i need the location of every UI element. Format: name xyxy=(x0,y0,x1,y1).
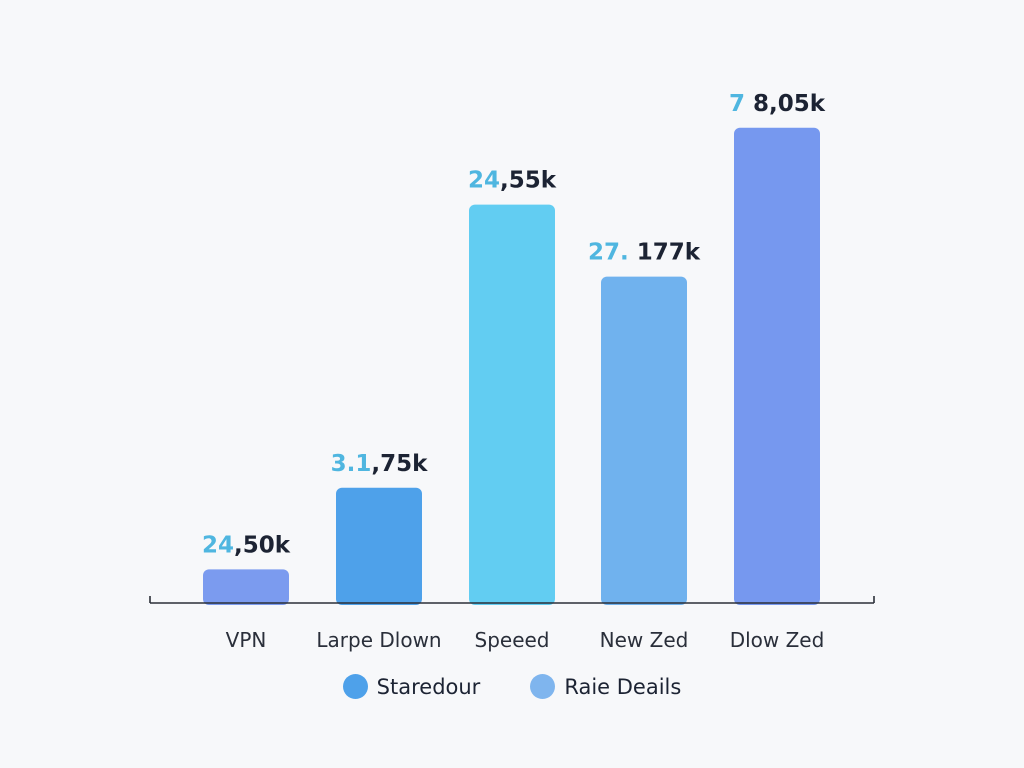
value-label-2: 24,55k xyxy=(468,168,557,194)
value-label-3: 27. 177k xyxy=(588,240,701,266)
bar-0[interactable] xyxy=(203,569,289,605)
value-label-prefix-4: 7 xyxy=(729,91,745,117)
x-tick-labels-layer: VPN Larpe Dlown Speeed New Zed Dlow Zed xyxy=(226,628,825,652)
bar-2[interactable] xyxy=(469,204,555,605)
value-label-prefix-1: 3.1 xyxy=(331,451,372,477)
x-tick-label-0: VPN xyxy=(226,628,267,652)
value-label-prefix-2: 24 xyxy=(468,168,500,194)
x-axis xyxy=(149,596,875,604)
x-tick-label-2: Speeed xyxy=(475,628,550,652)
value-label-4: 7 8,05k xyxy=(729,91,826,117)
legend-swatch-0 xyxy=(342,674,368,699)
value-label-prefix-0: 24 xyxy=(202,532,234,558)
value-label-rest-4: 8,05k xyxy=(745,91,826,117)
x-tick-label-3: New Zed xyxy=(600,628,689,652)
bar-1[interactable] xyxy=(336,487,422,605)
bar-4[interactable] xyxy=(734,127,820,606)
value-label-rest-0: ,50k xyxy=(234,532,291,558)
legend-item-0[interactable]: Staredour xyxy=(342,674,481,699)
value-label-rest-2: ,55k xyxy=(500,168,557,194)
value-label-prefix-3: 27. xyxy=(588,240,629,266)
legend-label-0: Staredour xyxy=(376,674,481,699)
x-tick-label-1: Larpe Dlown xyxy=(316,628,441,652)
legend-item-1[interactable]: Raie Deails xyxy=(530,674,681,699)
bar-3[interactable] xyxy=(601,276,687,605)
legend-swatch-1 xyxy=(530,674,556,699)
value-label-rest-3: 177k xyxy=(629,240,701,266)
value-label-1: 3.1,75k xyxy=(331,451,428,477)
x-tick-label-4: Dlow Zed xyxy=(730,628,825,652)
legend: Staredour Raie Deails xyxy=(0,674,1024,699)
bars-layer xyxy=(203,127,820,606)
value-label-0: 24,50k xyxy=(202,532,291,558)
legend-label-1: Raie Deails xyxy=(564,674,682,699)
value-label-rest-1: ,75k xyxy=(371,451,428,477)
